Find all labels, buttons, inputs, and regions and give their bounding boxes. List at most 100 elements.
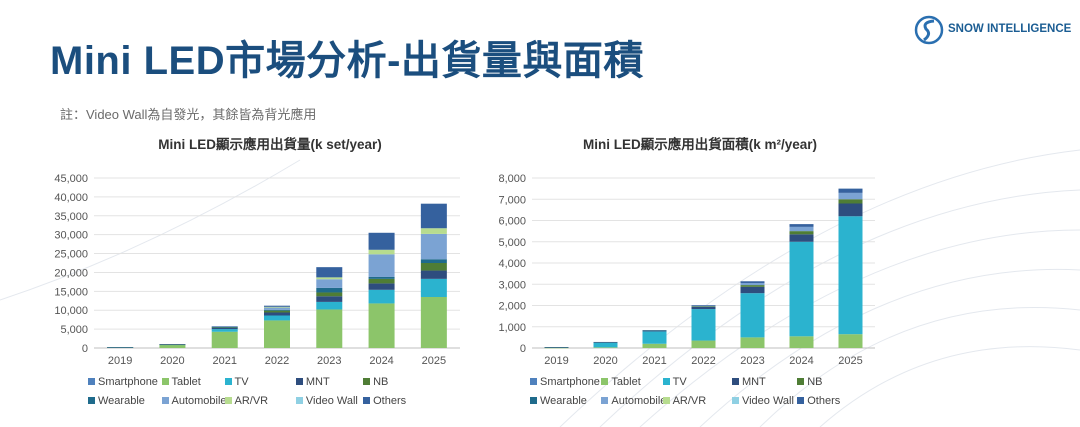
legend-item: Tablet xyxy=(161,376,201,388)
bar-segment xyxy=(316,292,343,297)
bar-segment xyxy=(368,276,395,279)
bar-segment xyxy=(211,331,238,348)
legend-item: NB xyxy=(797,376,823,388)
legend-swatch xyxy=(601,396,609,404)
legend-label: NB xyxy=(373,376,389,388)
legend-item: MNT xyxy=(295,376,330,388)
legend-item: Smartphone xyxy=(530,376,600,388)
legend-item: Video Wall xyxy=(731,395,794,407)
y-tick-label: 3,000 xyxy=(498,279,526,291)
y-tick-label: 7,000 xyxy=(498,194,526,206)
legend-item: NB xyxy=(363,376,388,388)
bar-segment xyxy=(368,249,395,255)
y-tick-label: 4,000 xyxy=(498,258,526,270)
bar-segment xyxy=(420,233,447,260)
bar-segment xyxy=(316,277,343,280)
bar-segment xyxy=(593,342,618,348)
legend-swatch xyxy=(731,377,739,385)
y-tick-label: 45,000 xyxy=(54,173,88,185)
legend-label: MNT xyxy=(305,376,330,388)
bar-segment xyxy=(316,267,343,278)
legend-swatch xyxy=(224,396,232,404)
y-tick-label: 5,000 xyxy=(60,324,88,336)
y-tick-label: 8,000 xyxy=(498,173,526,185)
legend-item: Automobile xyxy=(161,395,227,407)
shipment-volume-chart: 0 5,000 10,000 15,000 20,000 25,000 30,000 35,0… xyxy=(54,173,460,367)
bar-segment xyxy=(420,203,447,229)
bar-segment xyxy=(211,326,238,327)
bar-segment xyxy=(838,192,863,200)
bar-segment xyxy=(264,312,290,316)
x-tick-label: 2022 xyxy=(691,355,715,367)
bar-segment xyxy=(838,199,863,204)
legend-swatch xyxy=(161,377,169,385)
legend-swatch xyxy=(530,377,537,385)
legend-swatch xyxy=(295,396,303,404)
bar-segment xyxy=(107,347,134,348)
bar-segment xyxy=(264,306,290,308)
legend-item: TV xyxy=(224,376,249,388)
legend-item: Automobile xyxy=(601,395,666,407)
bar-segment xyxy=(789,241,814,337)
bar-segment xyxy=(159,344,186,345)
bar-segment xyxy=(264,315,290,321)
bar-segment xyxy=(691,340,716,348)
y-tick-label: 0 xyxy=(520,343,526,355)
chart-title-shipments: Mini LED顯示應用出貨量(k set/year) xyxy=(158,137,382,152)
bar-segment xyxy=(211,326,238,328)
bar-segment xyxy=(691,305,716,307)
legend-swatch xyxy=(363,377,371,385)
legend-label: Wearable xyxy=(540,395,587,407)
bar-segment xyxy=(211,327,238,330)
x-tick-label: 2024 xyxy=(789,355,813,367)
legend-swatch xyxy=(731,396,739,404)
bar-segment xyxy=(593,341,618,343)
legend-swatch xyxy=(662,377,670,385)
bar-segment xyxy=(838,188,863,193)
legend-swatch xyxy=(601,377,609,385)
bar-segment xyxy=(544,347,569,349)
bar-segment xyxy=(789,226,814,232)
legend-item: AR/VR xyxy=(224,395,269,407)
bar-segment xyxy=(420,270,447,279)
logo-text: SNOW INTELLIGENCE xyxy=(948,23,1072,35)
bar-segment xyxy=(642,331,667,344)
x-tick-label: 2025 xyxy=(838,355,862,367)
shipment-area-chart: 0 1,000 2,000 3,000 4,000 5,000 6,000 7,000 8,00… xyxy=(498,173,875,367)
bar-segment xyxy=(691,305,716,306)
legend-label: TV xyxy=(234,376,249,388)
bar-segment xyxy=(642,330,667,331)
bar-segment xyxy=(264,309,290,311)
bar-segment xyxy=(838,203,863,217)
legend-label: Video Wall xyxy=(741,395,794,407)
bar-segment xyxy=(316,279,343,288)
bar-segment xyxy=(420,278,447,297)
bar-segment xyxy=(368,303,395,348)
bar-segment xyxy=(368,232,395,250)
x-tick-label: 2022 xyxy=(265,355,289,367)
x-tick-label: 2021 xyxy=(212,355,236,367)
legend-label: AR/VR xyxy=(234,395,269,407)
bar-segment xyxy=(740,282,765,286)
legend-label: Smartphone xyxy=(540,376,600,388)
legend-swatch xyxy=(797,396,805,404)
bar-segment xyxy=(789,336,814,348)
bar-segment xyxy=(838,334,863,348)
y-tick-label: 35,000 xyxy=(54,211,88,223)
legend-item: Tablet xyxy=(601,376,641,388)
y-tick-label: 1,000 xyxy=(498,322,526,334)
x-tick-label: 2023 xyxy=(317,355,341,367)
chart-title-area: Mini LED顯示應用出貨面積(k m²/year) xyxy=(582,137,818,152)
y-tick-label: 30,000 xyxy=(54,230,88,242)
legend-label: TV xyxy=(672,376,687,388)
bar-segment xyxy=(368,254,395,277)
bar-segment xyxy=(420,297,447,348)
bar-segment xyxy=(368,289,395,304)
bar-segment xyxy=(642,330,667,332)
bar-segment xyxy=(789,234,814,242)
x-tick-label: 2019 xyxy=(108,355,132,367)
bar-segment xyxy=(691,309,716,341)
bar-segment xyxy=(691,306,716,307)
y-tick-label: 40,000 xyxy=(54,192,88,204)
y-tick-label: 25,000 xyxy=(54,249,88,261)
